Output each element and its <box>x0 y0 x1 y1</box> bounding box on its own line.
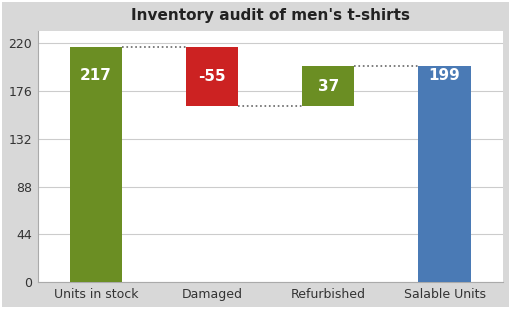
Bar <box>419 66 471 282</box>
Bar <box>186 47 238 106</box>
Bar <box>302 66 355 106</box>
Text: -55: -55 <box>198 69 226 84</box>
Text: 217: 217 <box>80 68 112 83</box>
Title: Inventory audit of men's t-shirts: Inventory audit of men's t-shirts <box>131 8 410 23</box>
Text: 199: 199 <box>429 68 460 83</box>
Text: 37: 37 <box>318 79 339 94</box>
Bar <box>69 47 122 282</box>
